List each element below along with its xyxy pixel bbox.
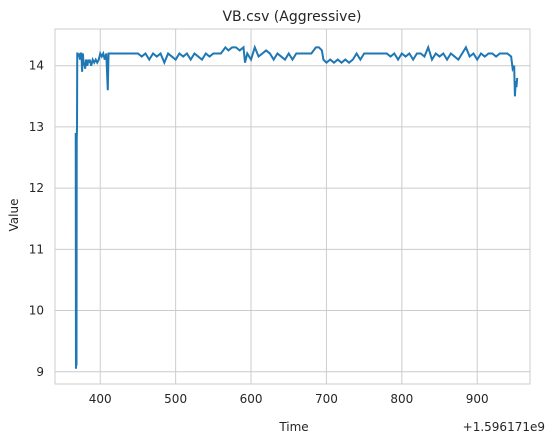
x-tick-label: 900 xyxy=(466,392,489,406)
x-tick-label: 600 xyxy=(240,392,263,406)
chart-title: VB.csv (Aggressive) xyxy=(222,9,361,25)
x-axis-offset-label: +1.596171e9 xyxy=(463,420,545,434)
x-tick-label: 500 xyxy=(164,392,187,406)
x-tick-label: 700 xyxy=(315,392,338,406)
x-tick-label: 800 xyxy=(390,392,413,406)
plot-background xyxy=(55,29,530,384)
x-tick-label: 400 xyxy=(89,392,112,406)
x-axis-ticks: 400 500 600 700 800 900 xyxy=(89,392,489,406)
y-tick-label: 9 xyxy=(36,365,44,379)
y-axis-label: Value xyxy=(7,199,21,232)
y-tick-label: 14 xyxy=(29,59,44,73)
y-tick-label: 11 xyxy=(29,242,44,256)
y-tick-label: 13 xyxy=(29,120,44,134)
y-tick-label: 10 xyxy=(29,304,44,318)
y-tick-label: 12 xyxy=(29,181,44,195)
y-axis-ticks: 9 10 11 12 13 14 xyxy=(29,59,44,379)
x-axis-label: Time xyxy=(278,420,308,434)
